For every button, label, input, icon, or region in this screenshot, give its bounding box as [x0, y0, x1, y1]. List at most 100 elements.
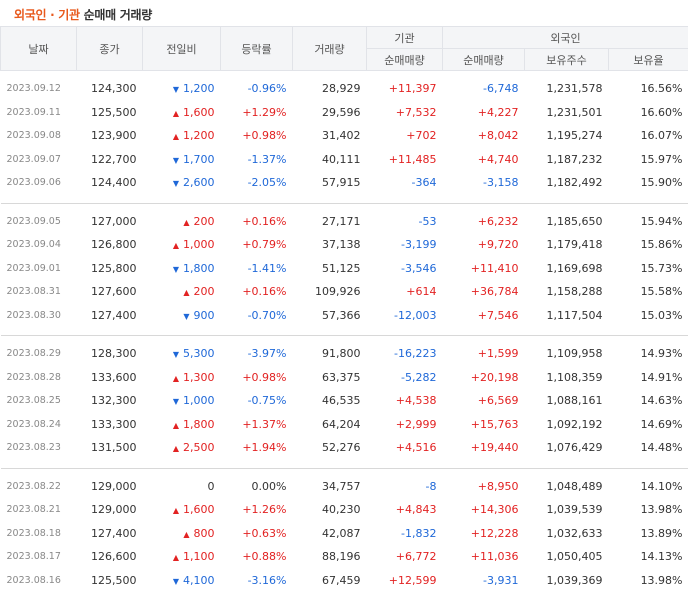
cell-date: 2023.08.22 — [6, 480, 61, 492]
cell-foreign-hold: 1,185,650 — [546, 214, 603, 228]
cell-date: 2023.09.06 — [6, 177, 61, 189]
cell-date: 2023.09.01 — [6, 262, 61, 274]
cell-foreign-net: +1,599 — [477, 347, 519, 361]
cell-close: 133,300 — [91, 417, 137, 431]
cell-inst-net: -3,546 — [401, 261, 437, 275]
group-divider — [0, 459, 688, 469]
triangle-down-icon: ▼ — [172, 85, 179, 95]
cell-rate: +0.16% — [242, 214, 287, 228]
cell-change: ▲ 800 — [143, 522, 221, 546]
cell-foreign-ratio: 14.93% — [640, 347, 683, 361]
table-row: 2023.09.01 125,800 ▼ 1,800 -1.41% 51,125 -3,54… — [1, 257, 688, 281]
table-row: 2023.09.04 126,800 ▲ 1,000 +0.79% 37,138 -3,19… — [1, 233, 688, 257]
cell-volume: 52,276 — [322, 441, 361, 455]
cell-change: ▼ 900 — [143, 304, 221, 328]
table-row: 2023.09.07 122,700 ▼ 1,700 -1.37% 40,111 +11,4… — [1, 148, 688, 172]
cell-foreign-hold: 1,032,633 — [546, 526, 603, 540]
change-value: 1,100 — [183, 550, 215, 564]
cell-date: 2023.08.24 — [6, 418, 61, 430]
change-value: 0 — [207, 479, 215, 493]
cell-volume: 88,196 — [322, 550, 361, 564]
cell-foreign-net: +19,440 — [470, 441, 519, 455]
cell-change: ▲ 200 — [143, 210, 221, 234]
section-title: 외국인 · 기관 순매매 거래량 — [14, 6, 152, 23]
cell-foreign-ratio: 16.60% — [640, 105, 683, 119]
cell-foreign-net: +8,950 — [477, 479, 519, 493]
triangle-down-icon: ▼ — [172, 155, 179, 165]
cell-inst-net: -5,282 — [401, 370, 437, 384]
cell-change: ▼ 1,800 — [143, 257, 221, 281]
cell-inst-net: +11,485 — [388, 152, 437, 166]
cell-rate: -1.41% — [247, 261, 287, 275]
change-value: 1,700 — [183, 152, 215, 166]
cell-date: 2023.09.12 — [6, 83, 61, 95]
cell-volume: 34,757 — [322, 479, 361, 493]
cell-foreign-hold: 1,182,492 — [546, 176, 603, 190]
table-row: 2023.08.22 129,000 0 0.00% 34,757 -8 +8,950 1,0… — [1, 475, 688, 499]
triangle-down-icon: ▼ — [183, 311, 190, 321]
cell-foreign-ratio: 13.89% — [640, 526, 683, 540]
cell-foreign-net: +4,227 — [477, 105, 519, 119]
cell-rate: +0.63% — [242, 526, 287, 540]
triangle-up-icon: ▲ — [172, 444, 179, 454]
cell-foreign-hold: 1,050,405 — [546, 550, 603, 564]
cell-change: ▼ 5,300 — [143, 342, 221, 366]
cell-inst-net: +12,599 — [388, 573, 437, 587]
table-row: 2023.09.06 124,400 ▼ 2,600 -2.05% 57,915 -364 -… — [1, 171, 688, 195]
cell-foreign-hold: 1,039,539 — [546, 503, 603, 517]
cell-foreign-ratio: 15.94% — [640, 214, 683, 228]
header-institution: 기관 — [366, 26, 443, 49]
cell-date: 2023.08.29 — [6, 348, 61, 360]
cell-inst-net: +7,532 — [395, 105, 437, 119]
cell-date: 2023.09.05 — [6, 215, 61, 227]
cell-rate: -2.05% — [247, 176, 287, 190]
cell-change: ▼ 1,700 — [143, 148, 221, 172]
cell-date: 2023.08.17 — [6, 551, 61, 563]
change-value: 2,600 — [183, 176, 215, 190]
cell-volume: 37,138 — [322, 238, 361, 252]
triangle-up-icon: ▲ — [172, 506, 179, 516]
cell-rate: -3.16% — [247, 573, 287, 587]
change-value: 1,200 — [183, 82, 215, 96]
cell-foreign-net: +14,306 — [470, 503, 519, 517]
cell-close: 132,300 — [91, 394, 137, 408]
triangle-up-icon: ▲ — [172, 132, 179, 142]
cell-inst-net: +4,843 — [395, 503, 437, 517]
cell-foreign-hold: 1,048,489 — [546, 479, 603, 493]
cell-foreign-net: +15,763 — [470, 417, 519, 431]
change-value: 1,000 — [183, 394, 215, 408]
triangle-down-icon: ▼ — [172, 350, 179, 360]
title-net: 순매매 거래량 — [83, 8, 153, 22]
cell-date: 2023.09.07 — [6, 153, 61, 165]
cell-foreign-hold: 1,169,698 — [546, 261, 603, 275]
table-row: 2023.08.28 133,600 ▲ 1,300 +0.98% 63,375 -5,28… — [1, 366, 688, 390]
cell-rate: +0.16% — [242, 285, 287, 299]
cell-close: 128,300 — [91, 347, 137, 361]
cell-close: 126,800 — [91, 238, 137, 252]
cell-inst-net: +11,397 — [388, 82, 437, 96]
cell-date: 2023.09.08 — [6, 130, 61, 142]
cell-change: ▲ 1,100 — [143, 545, 221, 569]
triangle-up-icon: ▲ — [172, 553, 179, 563]
cell-volume: 40,230 — [322, 503, 361, 517]
cell-close: 124,400 — [91, 176, 137, 190]
cell-foreign-net: +6,232 — [477, 214, 519, 228]
triangle-up-icon: ▲ — [172, 420, 179, 430]
cell-change: ▲ 200 — [143, 280, 221, 304]
cell-volume: 57,366 — [322, 308, 361, 322]
triangle-up-icon: ▲ — [172, 373, 179, 383]
cell-volume: 28,929 — [322, 82, 361, 96]
cell-close: 133,600 — [91, 370, 137, 384]
cell-close: 129,000 — [91, 479, 137, 493]
change-value: 2,500 — [183, 441, 215, 455]
cell-date: 2023.08.25 — [6, 395, 61, 407]
table-row: 2023.08.25 132,300 ▼ 1,000 -0.75% 46,535 +4,53… — [1, 389, 688, 413]
cell-date: 2023.09.11 — [6, 106, 61, 118]
cell-foreign-ratio: 14.91% — [640, 370, 683, 384]
cell-inst-net: +2,999 — [395, 417, 437, 431]
cell-foreign-ratio: 16.07% — [640, 129, 683, 143]
cell-foreign-hold: 1,179,418 — [546, 238, 603, 252]
title-investor: 외국인 · 기관 — [14, 8, 80, 22]
table-row: 2023.08.31 127,600 ▲ 200 +0.16% 109,926 +614 +3… — [1, 280, 688, 304]
cell-change: ▼ 1,200 — [143, 77, 221, 101]
